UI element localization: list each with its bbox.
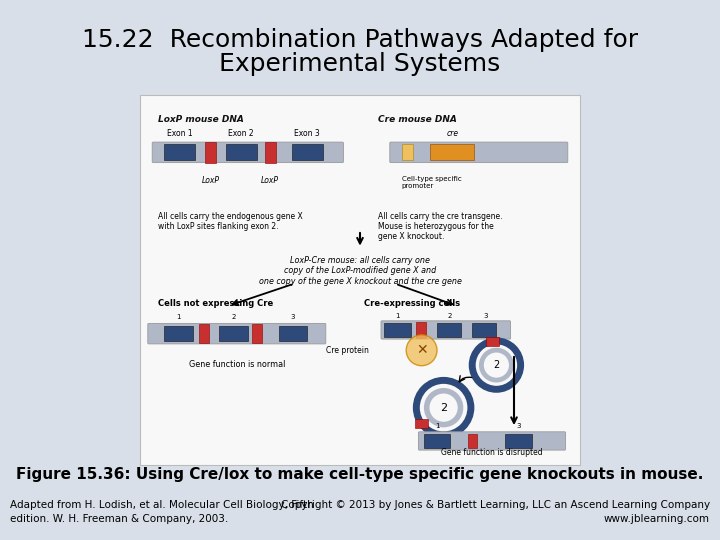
Text: 2: 2: [231, 314, 235, 320]
Text: 3: 3: [516, 423, 521, 429]
Bar: [431, 144, 474, 160]
Bar: [505, 434, 531, 448]
Bar: [424, 434, 450, 448]
Text: Copyright © 2013 by Jones & Bartlett Learning, LLC an Ascend Learning Company
ww: Copyright © 2013 by Jones & Bartlett Lea…: [281, 501, 710, 524]
Bar: [468, 434, 477, 448]
Text: 15.22  Recombination Pathways Adapted for: 15.22 Recombination Pathways Adapted for: [82, 28, 638, 52]
Bar: [219, 326, 248, 341]
Text: LoxP: LoxP: [202, 177, 220, 185]
Bar: [292, 144, 323, 160]
Text: Exon 1: Exon 1: [167, 129, 192, 138]
Text: 1: 1: [176, 314, 181, 320]
Bar: [279, 326, 307, 341]
Text: Gene function is normal: Gene function is normal: [189, 360, 285, 368]
Text: 1: 1: [435, 423, 439, 429]
Text: Cre mouse DNA: Cre mouse DNA: [377, 114, 456, 124]
FancyBboxPatch shape: [148, 323, 325, 344]
Bar: [486, 337, 499, 346]
FancyBboxPatch shape: [418, 432, 566, 450]
Text: Cells not expressing Cre: Cells not expressing Cre: [158, 299, 273, 308]
Text: Cell-type specific
promoter: Cell-type specific promoter: [402, 177, 462, 190]
FancyBboxPatch shape: [152, 142, 343, 163]
Text: 2: 2: [493, 360, 500, 370]
Text: LoxP mouse DNA: LoxP mouse DNA: [158, 114, 243, 124]
Text: Exon 2: Exon 2: [228, 129, 254, 138]
Bar: [164, 326, 193, 341]
Bar: [252, 325, 262, 343]
Text: 2: 2: [448, 313, 452, 319]
Bar: [437, 323, 462, 336]
Circle shape: [406, 335, 437, 366]
Bar: [384, 323, 410, 336]
Text: All cells carry the endogenous gene X
with LoxP sites flanking exon 2.: All cells carry the endogenous gene X wi…: [158, 212, 302, 231]
Bar: [140, 95, 580, 465]
Text: LoxP: LoxP: [261, 177, 279, 185]
Bar: [226, 144, 256, 160]
Bar: [164, 144, 195, 160]
Bar: [416, 322, 426, 338]
Text: Experimental Systems: Experimental Systems: [220, 52, 500, 76]
Text: All cells carry the cre transgene.
Mouse is heterozygous for the
gene X knockout: All cells carry the cre transgene. Mouse…: [377, 212, 502, 241]
Text: 3: 3: [483, 313, 487, 319]
Text: cre: cre: [446, 129, 459, 138]
Text: Gene function is disrupted: Gene function is disrupted: [441, 448, 543, 457]
Text: 2: 2: [440, 403, 447, 413]
Bar: [402, 144, 413, 160]
FancyBboxPatch shape: [381, 321, 510, 339]
Bar: [415, 419, 428, 428]
Text: Figure 15.36: Using Cre/lox to make cell-type specific gene knockouts in mouse.: Figure 15.36: Using Cre/lox to make cell…: [17, 467, 703, 482]
Text: Exon 3: Exon 3: [294, 129, 320, 138]
Bar: [205, 143, 216, 163]
Text: Cre protein: Cre protein: [326, 346, 369, 355]
FancyBboxPatch shape: [390, 142, 568, 163]
Text: Cre-expressing cells: Cre-expressing cells: [364, 299, 461, 308]
Bar: [264, 143, 276, 163]
Text: LoxP-Cre mouse: all cells carry one
copy of the LoxP-modified gene X and
one cop: LoxP-Cre mouse: all cells carry one copy…: [258, 256, 462, 286]
Text: 1: 1: [395, 313, 400, 319]
Text: Adapted from H. Lodish, et al. Molecular Cell Biology, Fifth
edition. W. H. Free: Adapted from H. Lodish, et al. Molecular…: [10, 501, 314, 524]
Bar: [472, 323, 496, 336]
Text: ✕: ✕: [415, 343, 428, 357]
Text: 3: 3: [291, 314, 295, 320]
Bar: [199, 325, 209, 343]
